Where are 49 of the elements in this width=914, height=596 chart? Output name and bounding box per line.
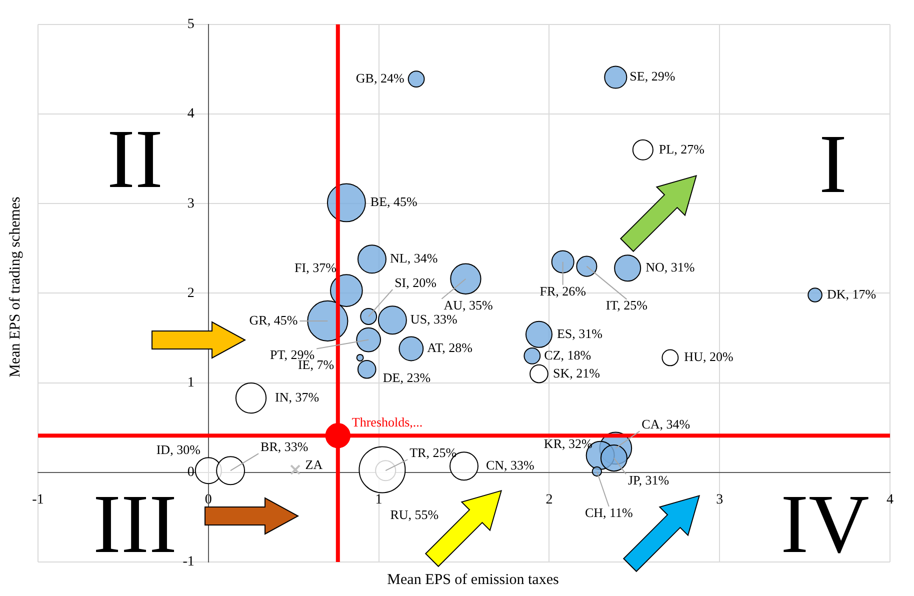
annotation: BR, 33% — [260, 439, 308, 454]
y-tick-label: 4 — [187, 106, 208, 122]
annotation: AU, 35% — [444, 297, 493, 312]
annotation: TR, 25% — [410, 445, 457, 460]
annotation: AT, 28% — [427, 340, 473, 356]
annotation: CZ, 18% — [544, 347, 592, 362]
y-tick-label: 2 — [187, 286, 208, 301]
annotation: SK, 21% — [552, 365, 600, 380]
annotation: ZA — [305, 457, 324, 472]
annotation: SE, 29% — [630, 68, 676, 84]
x-tick-label: 3 — [716, 492, 724, 508]
annotation: BE, 45% — [370, 194, 418, 210]
annotation: KR, 32% — [544, 436, 592, 451]
annotation: ID, 30% — [156, 442, 201, 458]
y-tick-label: -1 — [182, 554, 208, 570]
annotation: NL, 34% — [390, 250, 438, 266]
annotation: DK, 17% — [827, 286, 876, 302]
y-tick-label: 3 — [187, 196, 208, 212]
annotation: FR, 26% — [540, 283, 586, 298]
annotation: IV — [780, 478, 870, 571]
annotation: CA, 34% — [642, 416, 690, 432]
annotation: ES, 31% — [556, 326, 603, 341]
ref-line-label: Thresholds,... — [352, 414, 423, 430]
y-tick-label: 5 — [187, 17, 208, 32]
annotation: IT, 25% — [606, 298, 648, 313]
x-tick-label: 4 — [886, 492, 894, 508]
annotation: CN, 33% — [486, 458, 535, 473]
annotation: HU, 20% — [684, 349, 734, 364]
x-tick-label: 1 — [375, 492, 382, 508]
y-axis-title: Mean EPS of trading schemes — [8, 196, 24, 378]
annotation: US, 33% — [410, 312, 458, 326]
annotation: III — [93, 478, 177, 571]
x-tick-label: 2 — [546, 492, 553, 508]
annotation: DE, 23% — [382, 370, 431, 385]
x-tick-label: -1 — [32, 492, 44, 508]
annotation: SI, 20% — [394, 274, 437, 290]
annotation: II — [107, 113, 163, 206]
annotation: JP, 31% — [628, 472, 670, 488]
annotation: GB, 24% — [356, 70, 404, 86]
annotation: NO, 31% — [646, 260, 695, 275]
annotation: IN, 37% — [275, 389, 320, 404]
annotation: RU, 55% — [390, 507, 439, 522]
annotation: I — [819, 118, 847, 211]
x-axis-title: Mean EPS of emission taxes — [387, 572, 559, 589]
y-tick-label: 1 — [187, 375, 208, 390]
annotation: FI, 37% — [294, 260, 337, 275]
annotation: CH, 11% — [584, 504, 634, 520]
annotation: GR, 45% — [249, 312, 298, 328]
annotation: PL, 27% — [658, 141, 705, 156]
